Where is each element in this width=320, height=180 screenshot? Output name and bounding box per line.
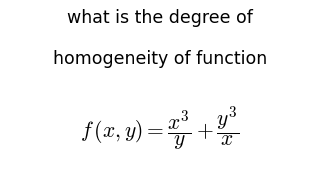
Text: homogeneity of function: homogeneity of function bbox=[53, 50, 267, 68]
Text: what is the degree of: what is the degree of bbox=[67, 9, 253, 27]
Text: $f\,(x,y) = \dfrac{x^3}{y} + \dfrac{y^3}{x}$: $f\,(x,y) = \dfrac{x^3}{y} + \dfrac{y^3}… bbox=[80, 104, 240, 153]
